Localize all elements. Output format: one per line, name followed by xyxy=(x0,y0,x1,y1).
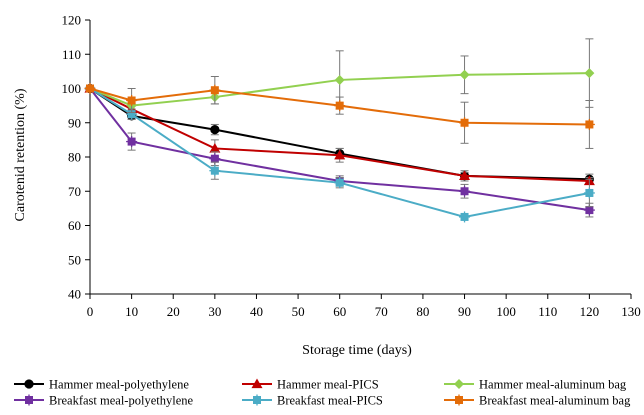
x-tick-label: 130 xyxy=(621,304,641,319)
series-6 xyxy=(84,76,595,149)
x-tick-label: 100 xyxy=(496,304,516,319)
x-tick-label: 40 xyxy=(250,304,263,319)
x-tick-label: 110 xyxy=(538,304,557,319)
legend-swatch-marker xyxy=(454,379,464,389)
legend-item: Hammer meal-polyethylene xyxy=(14,378,189,392)
legend-label: Breakfast meal-PICS xyxy=(277,394,383,408)
x-tick-label: 80 xyxy=(416,304,429,319)
data-point xyxy=(209,84,221,96)
series-line xyxy=(89,87,590,126)
data-point xyxy=(583,118,595,130)
data-point xyxy=(459,185,471,197)
x-tick-label: 10 xyxy=(125,304,138,319)
x-tick-label: 60 xyxy=(333,304,346,319)
legend-item: Hammer meal-PICS xyxy=(242,378,379,392)
x-tick-label: 20 xyxy=(167,304,180,319)
data-point xyxy=(334,177,346,189)
legend-label: Hammer meal-polyethylene xyxy=(49,378,189,392)
legend-swatch-marker xyxy=(23,394,35,406)
x-tick-label: 70 xyxy=(375,304,388,319)
x-tick-label: 30 xyxy=(208,304,221,319)
x-tick-label: 50 xyxy=(292,304,305,319)
series-line xyxy=(89,72,590,107)
legend-label: Hammer meal-aluminum bag xyxy=(479,378,627,392)
data-point xyxy=(126,94,138,106)
y-tick-label: 80 xyxy=(68,150,81,165)
legend-swatch-marker xyxy=(24,379,34,389)
data-point xyxy=(126,136,138,148)
legend-label: Breakfast meal-polyethylene xyxy=(49,394,193,408)
legend-item: Hammer meal-aluminum bag xyxy=(444,378,627,392)
series-4 xyxy=(84,83,595,218)
x-tick-label: 0 xyxy=(87,304,94,319)
series-line xyxy=(89,87,590,218)
series-line xyxy=(89,87,590,182)
y-tick-label: 110 xyxy=(62,47,81,62)
y-tick-label: 60 xyxy=(68,218,81,233)
data-point xyxy=(584,68,595,79)
legend-label: Breakfast meal-aluminum bag xyxy=(479,394,631,408)
x-axis-title: Storage time (days) xyxy=(302,343,412,358)
legend-swatch-marker xyxy=(251,394,263,406)
y-tick-label: 50 xyxy=(68,252,81,267)
y-tick-label: 90 xyxy=(68,115,81,130)
legend-item: Breakfast meal-polyethylene xyxy=(14,394,193,408)
data-point xyxy=(209,142,221,153)
series-line xyxy=(89,87,590,212)
y-tick-label: 100 xyxy=(62,81,82,96)
data-point xyxy=(459,211,471,223)
y-axis-title: Carotenid retention (%) xyxy=(13,88,28,221)
data-point xyxy=(334,149,346,160)
data-point xyxy=(583,187,595,199)
y-tick-label: 40 xyxy=(68,287,81,302)
data-point xyxy=(209,165,221,177)
data-point xyxy=(84,83,96,94)
legend: Hammer meal-polyethylene Hammer meal-PICS… xyxy=(14,378,631,408)
legend-item: Breakfast meal-aluminum bag xyxy=(444,394,631,408)
legend-swatch-marker xyxy=(251,378,263,389)
plot-area: 40 50 60 70 80 90 100 110 120 0 10 20 30 40 50 60 70 80 90… xyxy=(62,13,641,320)
data-point xyxy=(334,74,345,85)
y-tick-label: 70 xyxy=(68,184,81,199)
legend-item: Breakfast meal-PICS xyxy=(242,394,383,408)
legend-swatch-marker xyxy=(453,394,465,406)
x-tick-label: 90 xyxy=(458,304,471,319)
data-point xyxy=(459,170,471,180)
y-tick-label: 120 xyxy=(62,13,82,28)
data-point xyxy=(459,117,471,129)
x-tick-label: 120 xyxy=(580,304,600,319)
data-point xyxy=(459,69,470,80)
data-point xyxy=(334,100,346,112)
legend-label: Hammer meal-PICS xyxy=(277,378,379,392)
data-point xyxy=(210,125,220,135)
